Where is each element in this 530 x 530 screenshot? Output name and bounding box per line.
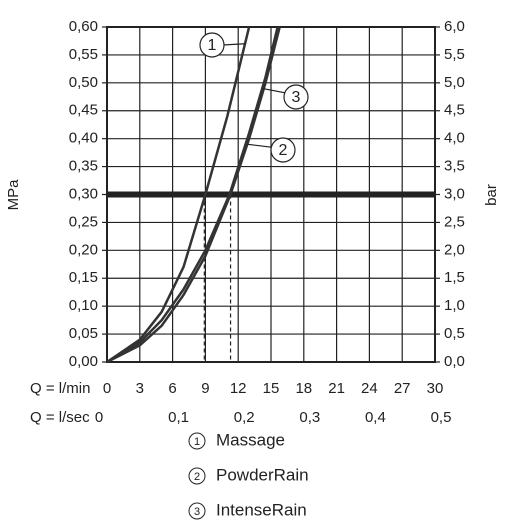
y-tick-label: 0,55 bbox=[69, 46, 98, 63]
x-axis-label: Q = l/min bbox=[30, 380, 90, 397]
x-tick-label: 9 bbox=[201, 380, 209, 397]
legend-label: Massage bbox=[216, 430, 285, 449]
y-tick-label: 0,45 bbox=[69, 102, 98, 119]
y-tick-label: 0,05 bbox=[69, 325, 98, 342]
y2-tick-label: 5,5 bbox=[444, 46, 465, 63]
y-tick-label: 0,60 bbox=[69, 18, 98, 35]
x-tick-label: 15 bbox=[263, 380, 280, 397]
x-tick-label: 24 bbox=[361, 380, 378, 397]
series-label: 3 bbox=[292, 89, 301, 106]
series-label: 1 bbox=[208, 37, 217, 54]
x2-tick-label: 0,5 bbox=[431, 409, 452, 426]
x2-tick-label: 0,3 bbox=[299, 409, 320, 426]
x-tick-label: 12 bbox=[230, 380, 247, 397]
y-tick-label: 0,40 bbox=[69, 130, 98, 147]
y-tick-label: 0,15 bbox=[69, 269, 98, 286]
y-tick-label: 0,10 bbox=[69, 297, 98, 314]
series-line bbox=[106, 26, 251, 364]
series-label-circle bbox=[199, 32, 225, 58]
x-tick-label: 30 bbox=[427, 380, 444, 397]
y-tick-label: 0,50 bbox=[69, 74, 98, 91]
series-label: 2 bbox=[279, 142, 288, 159]
legend-circle bbox=[188, 432, 206, 450]
legend-number: 1 bbox=[194, 436, 200, 448]
legend-circle bbox=[188, 467, 206, 485]
x-tick-label: 27 bbox=[394, 380, 411, 397]
y2-tick-label: 5,0 bbox=[444, 74, 465, 91]
x-tick-label: 3 bbox=[136, 380, 144, 397]
y-axis-label: MPa bbox=[5, 179, 22, 211]
x2-tick-label: 0,2 bbox=[234, 409, 255, 426]
legend-circle bbox=[188, 502, 206, 520]
x-tick-label: 21 bbox=[328, 380, 345, 397]
x2-axis-label: Q = l/sec bbox=[30, 409, 90, 426]
y2-axis-label: bar bbox=[483, 184, 500, 206]
y-tick-label: 0,30 bbox=[69, 185, 98, 202]
legend-label: IntenseRain bbox=[216, 500, 307, 519]
y-tick-label: 0,00 bbox=[69, 353, 98, 370]
x2-tick-label: 0,4 bbox=[365, 409, 386, 426]
x-tick-label: 0 bbox=[103, 380, 111, 397]
y2-tick-label: 2,5 bbox=[444, 213, 465, 230]
y2-tick-label: 3,0 bbox=[444, 185, 465, 202]
legend-label: PowderRain bbox=[216, 465, 309, 484]
y2-tick-label: 0,5 bbox=[444, 325, 465, 342]
x2-tick-label: 0 bbox=[95, 409, 103, 426]
x-tick-label: 6 bbox=[168, 380, 176, 397]
y2-tick-label: 4,5 bbox=[444, 102, 465, 119]
series-line bbox=[106, 26, 279, 364]
x2-tick-label: 0,1 bbox=[168, 409, 189, 426]
y2-tick-label: 4,0 bbox=[444, 130, 465, 147]
legend-number: 2 bbox=[194, 471, 200, 483]
y2-tick-label: 1,5 bbox=[444, 269, 465, 286]
legend-number: 3 bbox=[194, 506, 200, 518]
y-tick-label: 0,25 bbox=[69, 213, 98, 230]
series-line bbox=[106, 26, 281, 364]
y-tick-label: 0,35 bbox=[69, 158, 98, 175]
y2-tick-label: 2,0 bbox=[444, 241, 465, 258]
series-label-circle bbox=[270, 137, 296, 163]
series-label-circle bbox=[283, 84, 309, 110]
y2-tick-label: 6,0 bbox=[444, 18, 465, 35]
y2-tick-label: 0,0 bbox=[444, 353, 465, 370]
y-tick-label: 0,20 bbox=[69, 241, 98, 258]
x-tick-label: 18 bbox=[295, 380, 312, 397]
y2-tick-label: 3,5 bbox=[444, 158, 465, 175]
leader-line bbox=[222, 43, 246, 46]
y2-tick-label: 1,0 bbox=[444, 297, 465, 314]
